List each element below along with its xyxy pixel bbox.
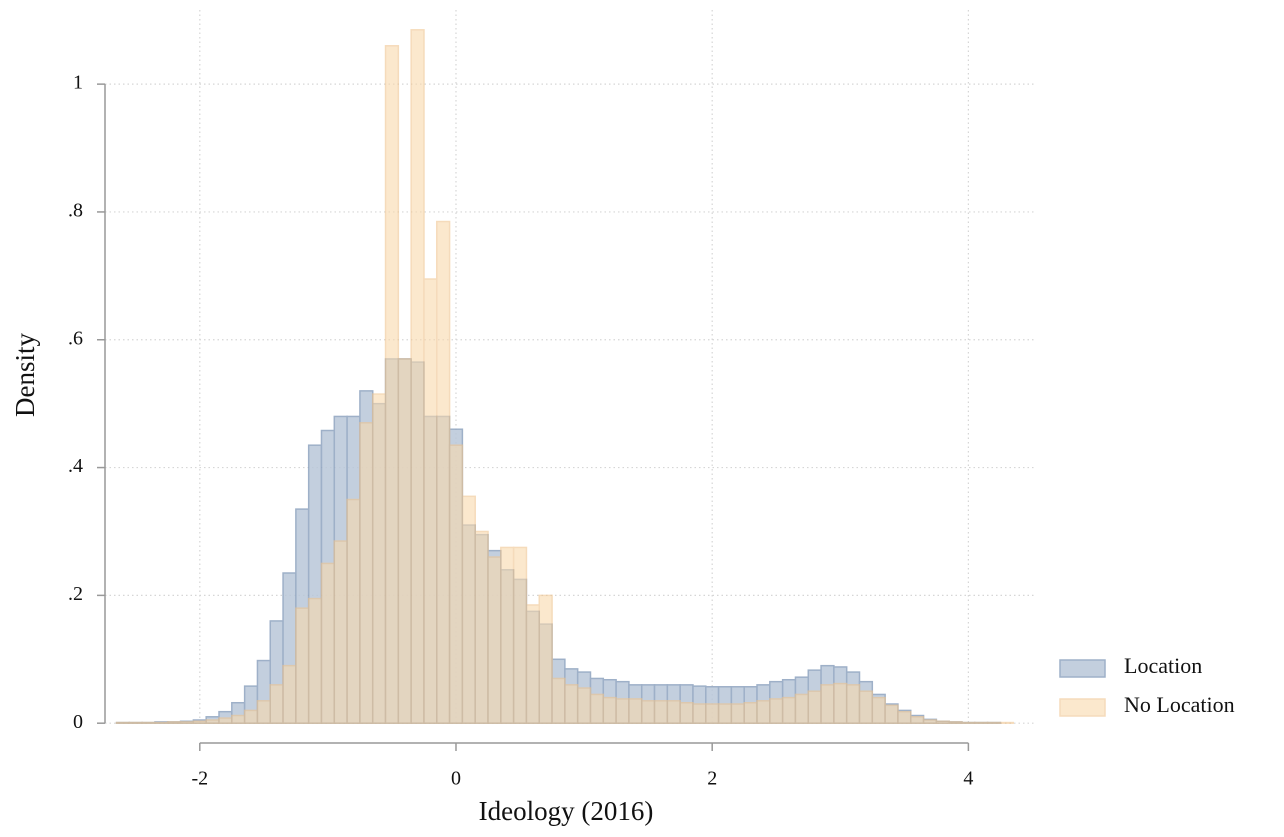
legend-label: No Location [1124,692,1235,717]
bar [974,721,989,724]
bar [922,719,938,724]
bar [871,696,886,724]
bar [538,594,553,724]
legend-swatch [1059,659,1106,678]
bar [909,716,925,724]
bar [115,721,131,724]
bar [320,562,336,724]
x-tick-label: 2 [707,768,717,790]
bar [705,703,720,724]
legend-swatch [1059,698,1106,717]
bar [692,703,707,724]
bar [948,721,963,724]
bar [897,710,912,724]
bar [743,701,758,724]
bar [205,719,220,724]
bar [500,546,515,724]
bar [986,721,1002,724]
bar [231,714,246,724]
y-tick-label: .6 [68,327,83,349]
bar [371,393,387,724]
bar [615,698,630,724]
bar [794,693,810,724]
series-bars [115,29,1014,724]
bar [256,700,271,724]
bar [487,556,502,724]
bar [845,684,861,724]
bar [589,693,605,724]
bar [436,220,451,724]
bar [461,495,476,724]
bar [640,700,656,724]
bar [167,721,182,724]
bar [512,546,528,724]
x-tick-label: 4 [963,768,973,790]
y-tick-label: 0 [73,711,83,733]
x-tick-label: -2 [191,768,208,790]
bar [576,687,592,724]
bar [128,721,143,724]
bar [141,721,156,724]
y-tick-label: .4 [68,455,83,477]
bar [602,696,617,724]
bar [384,45,400,724]
bar [961,721,976,724]
bar [884,704,899,724]
bar [448,444,464,724]
legend-label: Location [1124,653,1202,678]
bar [192,720,207,724]
bar [717,703,733,724]
bar [807,690,822,724]
bar [781,696,797,724]
y-tick-label: 1 [73,72,83,94]
bar [628,698,643,724]
bar [666,700,681,724]
bar [423,278,438,724]
bar [179,721,195,724]
bar [653,700,669,724]
bar [359,422,374,724]
bar [820,684,835,724]
y-tick-label: .2 [68,583,83,605]
bar [269,684,284,724]
bar [551,677,566,724]
bar [307,597,323,724]
bar [397,358,412,724]
bar [858,690,874,724]
series-bars [115,358,1002,724]
bar [769,698,784,724]
bar [756,700,771,724]
bar [218,717,233,724]
bar [999,721,1014,724]
bar [564,684,579,724]
y-axis-title: Density [10,333,40,417]
bar [410,29,425,724]
bar [243,709,259,724]
x-tick-label: 0 [451,768,461,790]
bar [295,607,310,724]
bar [679,701,694,724]
bar [730,703,745,724]
bar [346,498,361,724]
x-axis-title: Ideology (2016) [479,796,654,826]
bar [935,720,950,724]
y-tick-label: .8 [68,200,83,222]
bar [333,540,348,724]
bar [833,682,848,724]
bar [474,530,489,724]
bar [282,664,297,724]
bar [154,721,169,724]
bar [525,604,541,724]
